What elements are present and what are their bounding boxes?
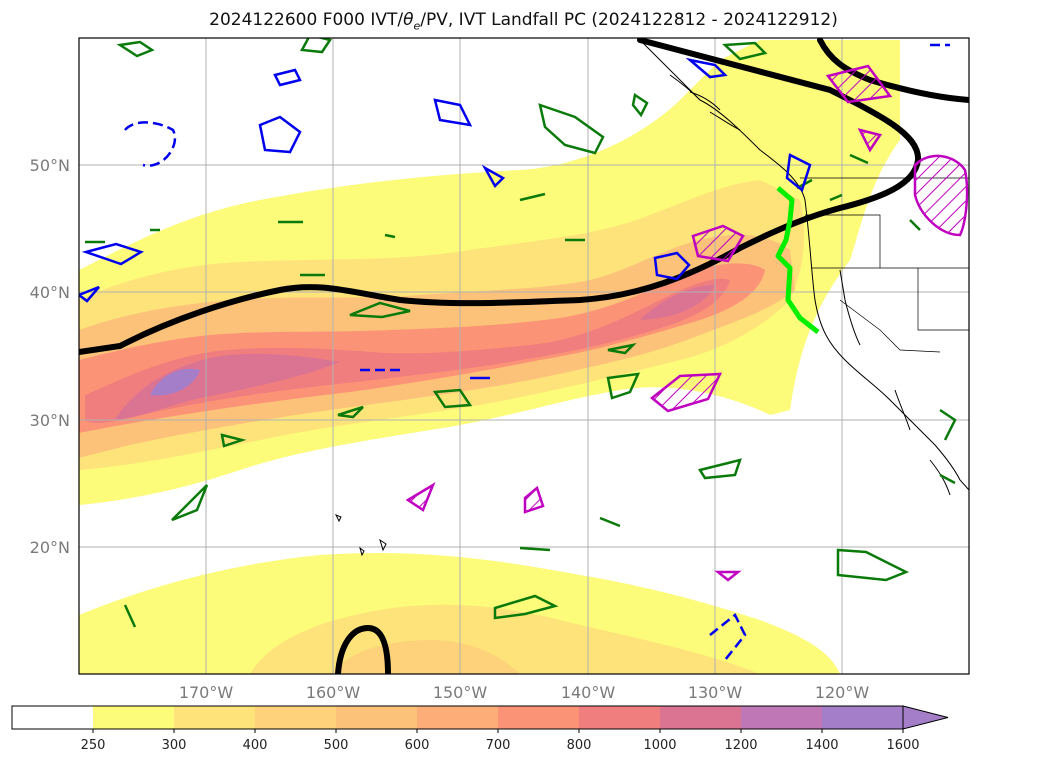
lat-label-20: 20°N	[30, 538, 70, 557]
lat-label-40: 40°N	[30, 283, 70, 302]
lat-labels: 20°N 30°N 40°N 50°N	[30, 156, 70, 557]
lon-label-130w: 130°W	[688, 683, 743, 702]
colorbar-segment	[255, 706, 337, 729]
ivt-shading	[79, 40, 900, 674]
map-frame	[78, 37, 970, 675]
graticule	[79, 38, 969, 674]
lon-label-160w: 160°W	[306, 683, 361, 702]
magenta-contours	[405, 64, 969, 582]
colorbar-segment	[579, 706, 661, 729]
colorbar-segment	[822, 706, 904, 729]
lon-labels: 170°W 160°W 150°W 140°W 130°W 120°W	[179, 683, 870, 702]
map-plot-area	[79, 38, 969, 674]
colorbar-extend-arrow	[902, 705, 949, 730]
pv-contours	[85, 38, 957, 628]
colorbar-tick-label: 800	[567, 738, 592, 753]
colorbar-segment	[174, 706, 256, 729]
lat-label-30: 30°N	[30, 411, 70, 430]
lon-label-150w: 150°W	[433, 683, 488, 702]
lon-label-140w: 140°W	[561, 683, 616, 702]
lat-label-50: 50°N	[30, 156, 70, 175]
colorbar: 250 300 400 500 600 700 800 1000 1200 1400 1600	[11, 705, 949, 753]
colorbar-tick-label: 1000	[643, 738, 676, 753]
theta-contours	[79, 43, 950, 661]
colorbar-tick-label: 1200	[724, 738, 757, 753]
colorbar-tick-label: 250	[81, 738, 106, 753]
colorbar-tick-label: 400	[243, 738, 268, 753]
colorbar-tick-label: 700	[486, 738, 511, 753]
colorbar-segment	[12, 706, 94, 729]
colorbar-tick-label: 1600	[886, 738, 919, 753]
colorbar-tick-label: 300	[162, 738, 187, 753]
landfall-line	[775, 186, 820, 334]
colorbar-tick-label: 500	[324, 738, 349, 753]
map-title: 2024122600 F000 IVT/θe/PV, IVT Landfall …	[209, 10, 838, 33]
colorbar-segment	[741, 706, 823, 729]
colorbar-segment	[93, 706, 175, 729]
lon-label-120w: 120°W	[815, 683, 870, 702]
colorbar-tick-label: 600	[405, 738, 430, 753]
colorbar-segment	[498, 706, 580, 729]
colorbar-segment	[336, 706, 418, 729]
colorbar-segment	[417, 706, 499, 729]
colorbar-tick-label: 1400	[805, 738, 838, 753]
lon-label-170w: 170°W	[179, 683, 234, 702]
colorbar-segment	[660, 706, 742, 729]
colorbar-frame	[11, 705, 904, 730]
